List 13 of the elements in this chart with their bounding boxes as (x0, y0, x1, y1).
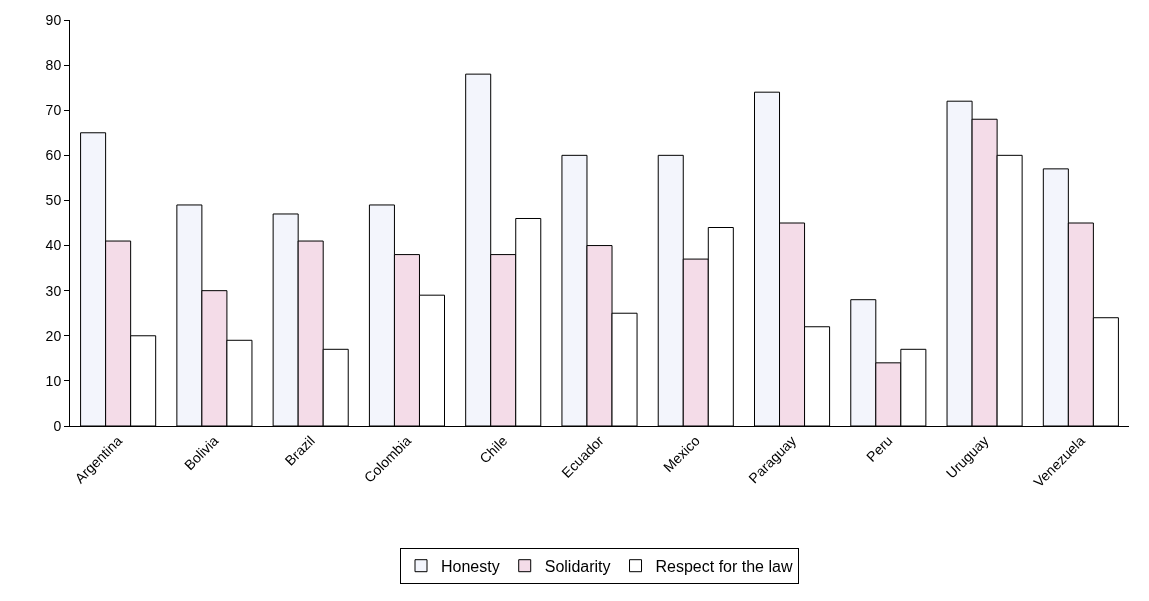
y-tick-label: 50 (45, 192, 62, 209)
y-tick-label: 90 (45, 11, 62, 28)
y-tick-label: 70 (45, 102, 62, 119)
legend-label: Solidarity (544, 557, 611, 575)
y-tick-label: 30 (45, 282, 62, 299)
y-tick-label: 60 (45, 147, 62, 164)
y-tick-label: 0 (53, 417, 62, 434)
legend-label: Honesty (441, 557, 500, 575)
y-tick-label: 20 (45, 327, 62, 344)
y-tick-label: 80 (45, 57, 62, 74)
legend-label: Respect for the law (655, 557, 793, 575)
y-tick-label: 40 (45, 237, 62, 254)
y-tick-label: 10 (45, 372, 62, 389)
